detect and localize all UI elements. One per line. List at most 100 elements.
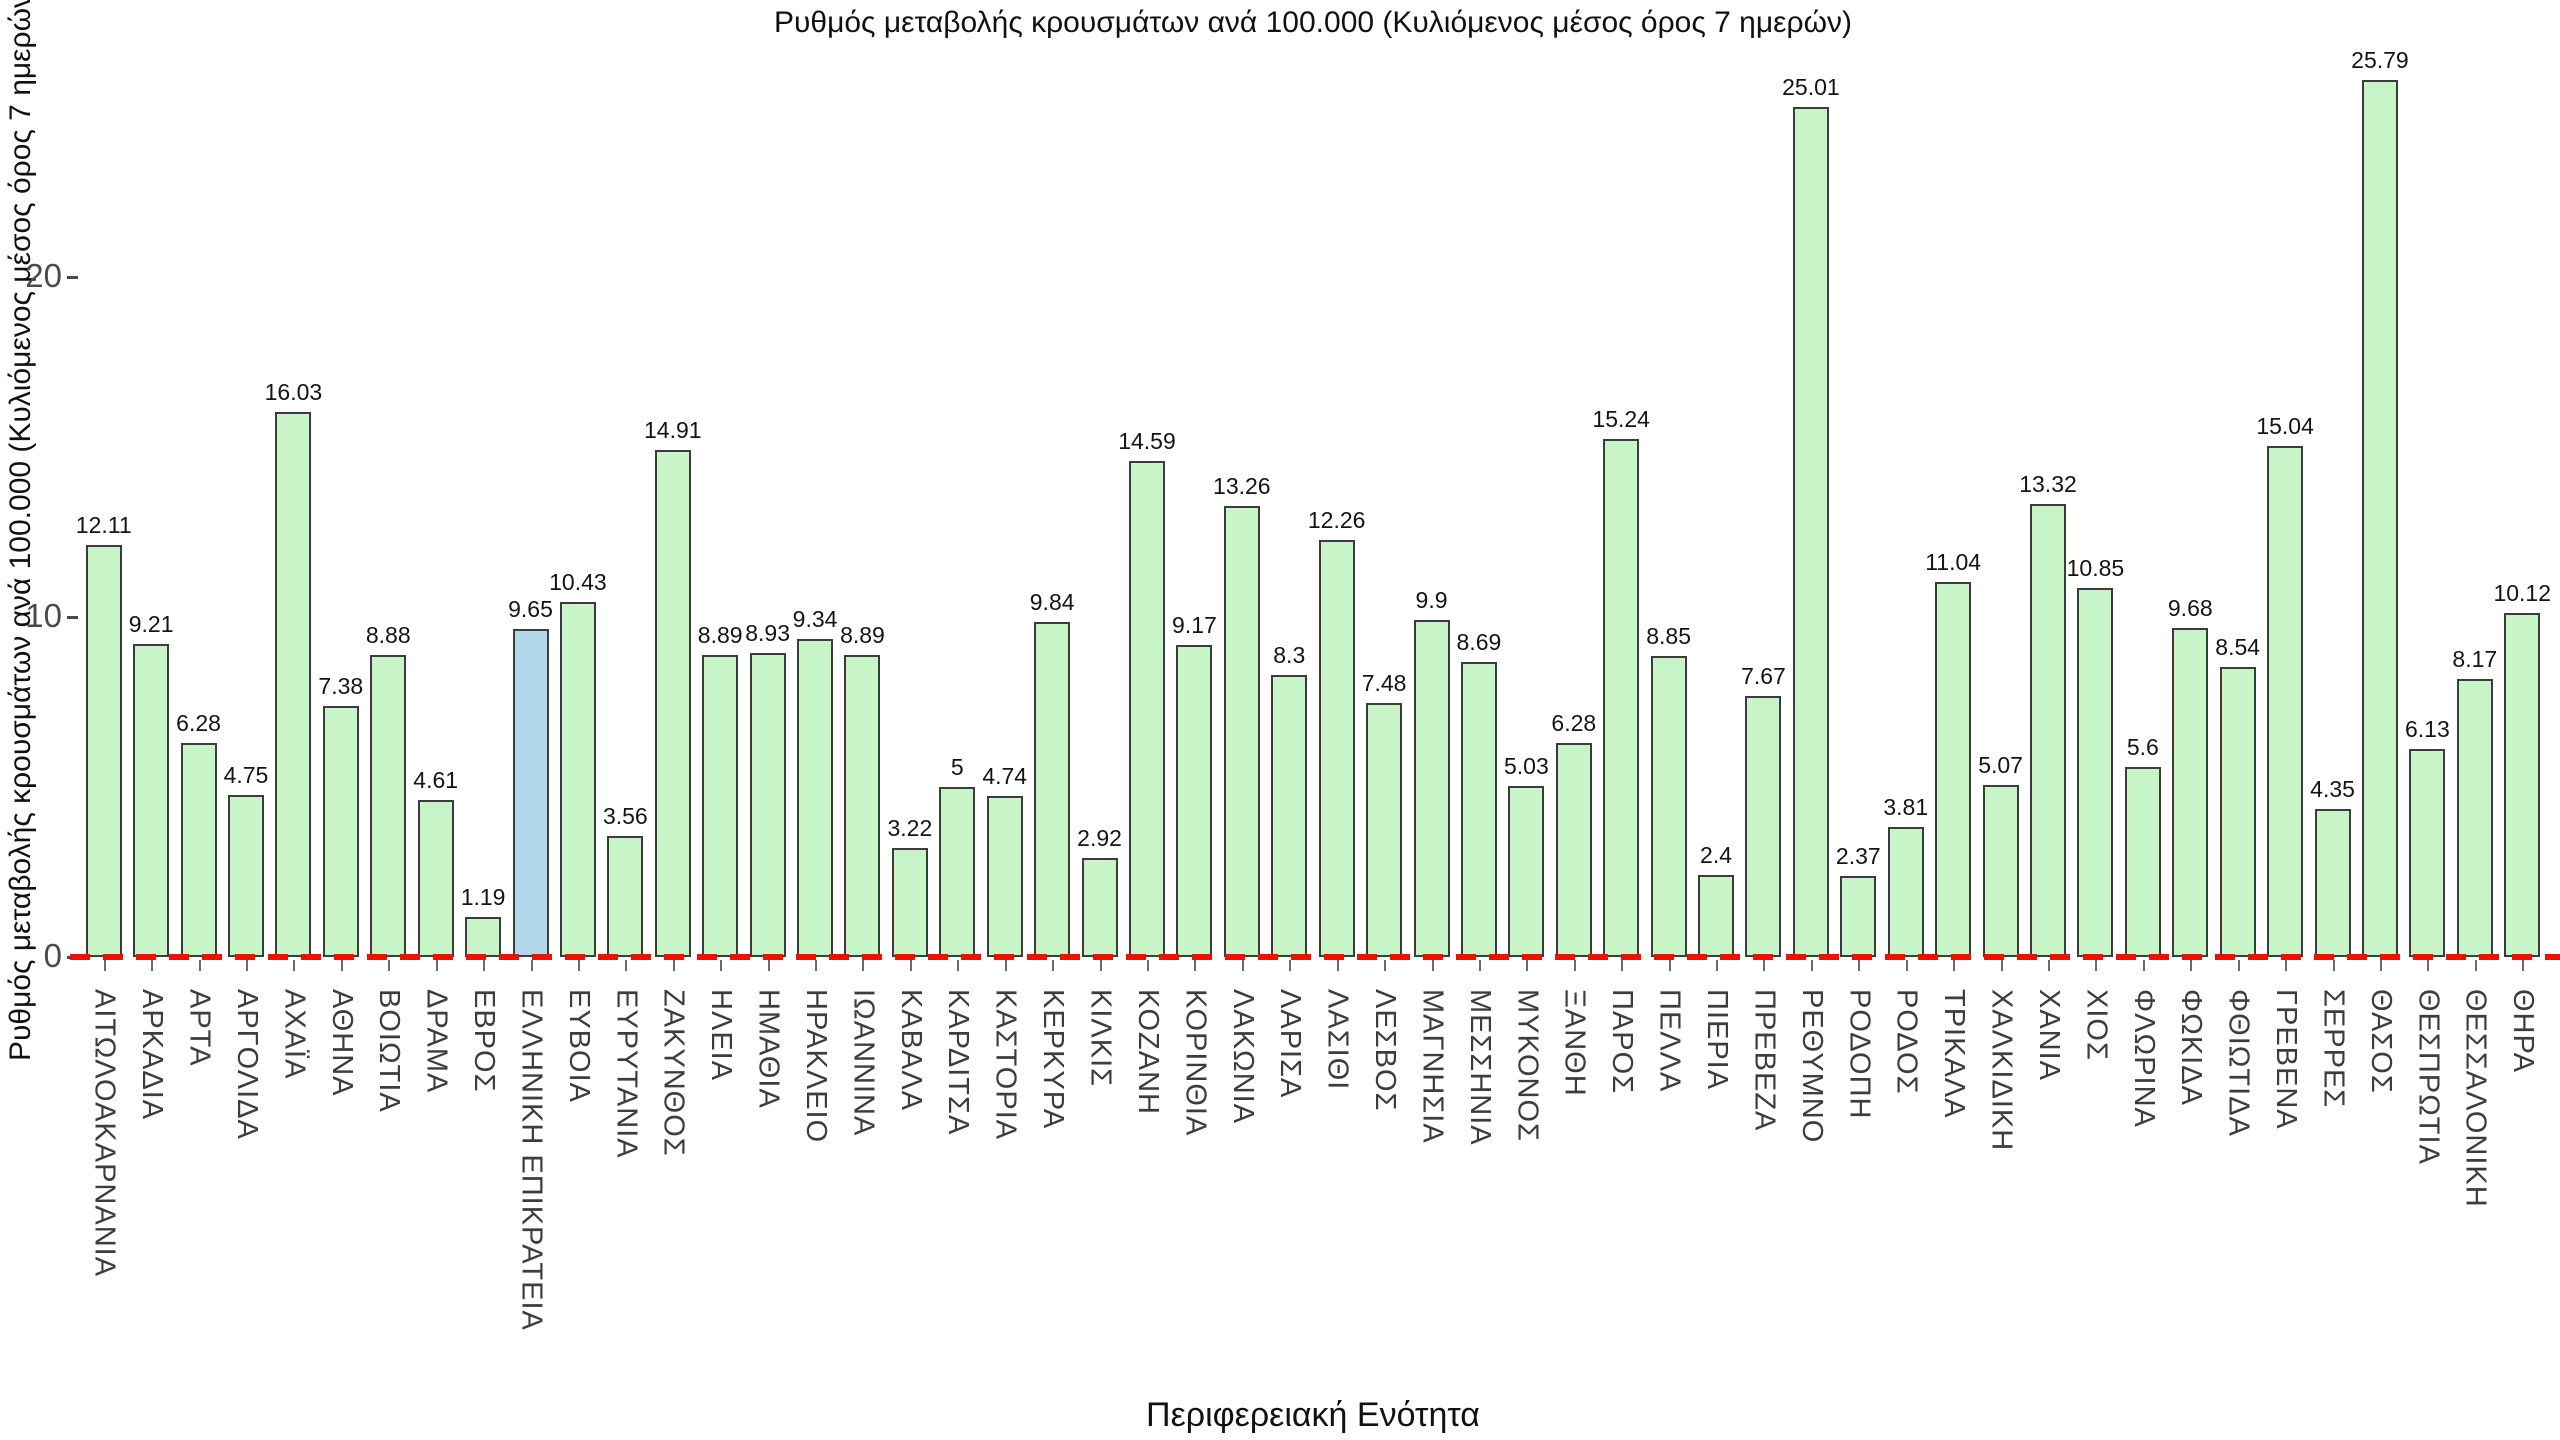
bar-value-label: 8.3 (1273, 642, 1306, 668)
x-tick-label: ΕΛΛΗΝΙΚΗ ΕΠΙΚΡΑΤΕΙΑ (515, 989, 548, 1331)
x-tick-mark (1336, 960, 1339, 971)
x-tick-mark (1478, 960, 1481, 971)
x-tick-label: ΡΕΘΥΜΝΟ (1795, 989, 1828, 1144)
bar (2267, 446, 2304, 957)
bar-value-label: 14.59 (1118, 428, 1176, 454)
bars-container: 12.11 ΑΙΤΩΛΟΑΚΑΡΝΑΝΙΑ 9.21 ΑΡΚΑΔΙΑ 6.28 ΑΡΤΑ 4… (76, 47, 2551, 1331)
x-tick-mark (388, 960, 391, 971)
bar (1176, 645, 1213, 957)
x-tick-label: ΕΥΡΥΤΑΝΙΑ (610, 989, 643, 1159)
bar-value-label: 25.01 (1782, 74, 1840, 100)
x-tick-mark (815, 960, 818, 971)
bar (1555, 743, 1592, 957)
x-tick-mark (2474, 960, 2477, 971)
bar (2124, 767, 2161, 957)
x-tick-mark (767, 960, 770, 971)
bar-slot: 9.65 ΕΛΛΗΝΙΚΗ ΕΠΙΚΡΑΤΕΙΑ (507, 57, 554, 1331)
bar (275, 412, 312, 957)
x-tick-mark (1905, 960, 1908, 971)
x-tick-mark (245, 960, 248, 971)
x-tick-mark (1004, 960, 1007, 971)
x-tick-mark (1052, 960, 1055, 971)
bar (1982, 785, 2019, 957)
x-tick-mark (2048, 960, 2050, 971)
y-tick-mark (67, 276, 78, 279)
x-tick-label: ΑΡΚΑΔΙΑ (136, 989, 169, 1121)
bar-value-label: 8.69 (1456, 629, 1502, 655)
x-tick-label: ΜΕΣΣΗΝΙΑ (1463, 989, 1496, 1146)
bar (2030, 504, 2066, 957)
x-tick-label: ΘΕΣΣΑΛΟΝΙΚΗ (2459, 989, 2492, 1208)
x-tick-mark (1526, 960, 1529, 971)
x-tick-mark (293, 960, 296, 971)
bar-value-label: 5.6 (2126, 734, 2159, 760)
bar-slot: 8.85 ΠΕΛΛΑ (1645, 57, 1692, 1092)
bar-value-label: 2.37 (1835, 843, 1881, 869)
bar (939, 787, 976, 957)
x-tick-label: ΑΧΑΪΑ (278, 989, 311, 1080)
x-tick-mark (672, 960, 675, 971)
x-tick-label: ΚΑΣΤΟΡΙΑ (989, 989, 1022, 1141)
x-tick-label: ΦΘΙΩΤΙΔΑ (2222, 989, 2255, 1137)
x-tick-label: ΑΙΤΩΛΟΑΚΑΡΝΑΝΙΑ (88, 989, 121, 1278)
bar-value-label: 3.81 (1883, 794, 1929, 820)
bar-slot: 13.32 ΧΑΝΙΑ (2019, 57, 2077, 1081)
bar (1792, 107, 1829, 957)
x-tick-mark (340, 960, 343, 971)
bar-slot: 10.12 ΘΗΡΑ (2493, 57, 2551, 1073)
x-tick-label: ΑΡΓΟΛΙΔΑ (230, 989, 263, 1140)
bar (1508, 786, 1545, 957)
x-tick-mark (1763, 960, 1766, 971)
bar-slot: 4.35 ΣΕΡΡΕΣ (2309, 57, 2356, 1108)
x-tick-mark (1194, 960, 1197, 971)
bar (1128, 461, 1165, 957)
bar-value-label: 9.84 (1029, 589, 1075, 615)
x-tick-label: ΞΑΝΘΗ (1558, 989, 1591, 1097)
bar (370, 655, 407, 957)
bar-value-label: 4.35 (2310, 776, 2355, 802)
bar-slot: 5.6 ΦΛΩΡΙΝΑ (2119, 57, 2166, 1128)
x-tick-label: ΚΟΡΙΝΘΙΑ (1179, 989, 1212, 1137)
bar-value-label: 11.04 (1925, 549, 1982, 575)
x-tick-label: ΧΑΝΙΑ (2032, 989, 2065, 1082)
bar (180, 743, 217, 957)
x-tick-mark (1384, 960, 1387, 971)
x-tick-label: ΚΕΡΚΥΡΑ (1037, 989, 1070, 1130)
bar (227, 795, 264, 957)
bar (2456, 679, 2493, 957)
bar (559, 602, 596, 957)
bar (797, 639, 834, 957)
x-tick-label: ΛΑΡΙΣΑ (1274, 989, 1307, 1099)
x-tick-label: ΗΡΑΚΛΕΙΟ (799, 989, 832, 1144)
x-tick-label: ΕΥΒΟΙΑ (562, 989, 595, 1103)
x-tick-mark (2285, 960, 2288, 971)
bar-value-label: 10.85 (2066, 555, 2125, 581)
bar (1034, 622, 1071, 957)
x-tick-label: ΜΑΓΝΗΣΙΑ (1416, 989, 1449, 1144)
bar-value-label: 8.89 (697, 622, 743, 648)
bar-value-label: 12.11 (75, 512, 132, 538)
bar-value-label: 9.65 (508, 596, 553, 622)
x-tick-label: ΑΘΗΝΑ (325, 989, 358, 1097)
bar-value-label: 7.67 (1741, 663, 1786, 689)
y-tick-number: 0 (43, 937, 62, 974)
x-tick-mark (198, 960, 201, 971)
bar-value-label: 8.93 (745, 620, 790, 646)
bar (417, 800, 454, 957)
bar-slot: 9.17 ΚΟΡΙΝΘΙΑ (1171, 57, 1218, 1136)
bar-slot: 7.38 ΑΘΗΝΑ (317, 57, 364, 1097)
x-tick-mark (1621, 960, 1624, 971)
x-tick-mark (1289, 960, 1292, 971)
x-tick-mark (1241, 960, 1244, 971)
x-tick-label: ΕΒΡΟΣ (468, 989, 501, 1093)
bar (986, 796, 1023, 957)
bar-value-label: 9.68 (2167, 595, 2213, 621)
bar-slot: 5.07 ΧΑΛΚΙΔΙΚΗ (1977, 57, 2024, 1151)
bar-value-label: 10.12 (2493, 580, 2551, 606)
x-tick-mark (1716, 960, 1719, 971)
bar-value-label: 5 (950, 754, 964, 780)
x-tick-label: ΘΑΣΟΣ (2364, 989, 2397, 1094)
bar-slot: 8.54 ΦΘΙΩΤΙΔΑ (2214, 57, 2261, 1137)
y-tick-mark (67, 616, 78, 619)
bar (844, 655, 881, 957)
